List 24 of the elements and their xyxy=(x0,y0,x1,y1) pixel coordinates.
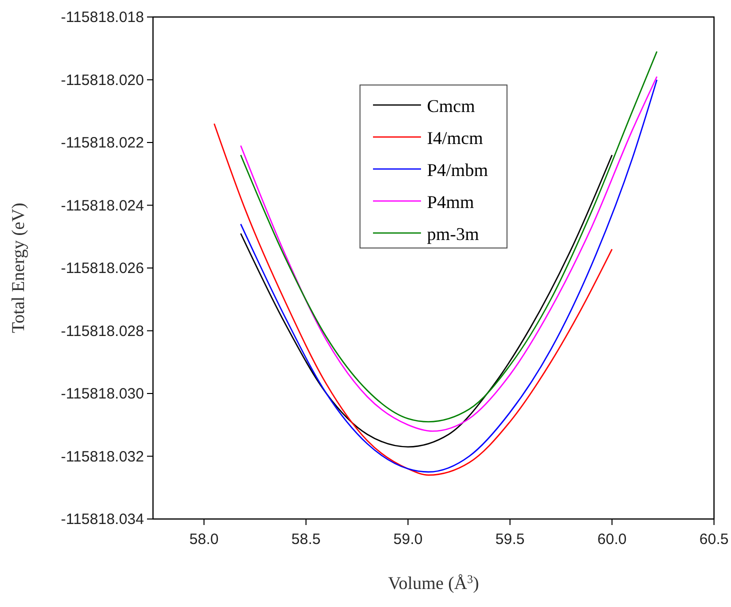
x-tick-label: 59.0 xyxy=(393,531,423,548)
y-tick-label: -115818.032 xyxy=(60,448,144,466)
y-axis-title: Total Energy (eV) xyxy=(8,202,28,334)
x-tick-label: 59.5 xyxy=(495,531,525,548)
line-series xyxy=(240,154,613,448)
y-tick-label: -115818.024 xyxy=(60,197,144,214)
line-series xyxy=(214,123,613,476)
legend-label: P4mm xyxy=(427,192,474,212)
y-tick-label: -115818.034 xyxy=(60,511,144,528)
y-tick-label: -115818.020 xyxy=(60,72,144,89)
x-tick-label: 58.5 xyxy=(291,531,321,548)
y-tick-label: -115818.022 xyxy=(60,134,144,152)
x-tick-label: 60.5 xyxy=(699,531,729,548)
y-tick-label: -115818.028 xyxy=(60,322,144,340)
y-tick-label: -115818.026 xyxy=(60,260,144,277)
x-tick-label: 58.0 xyxy=(189,531,219,548)
legend-label: Cmcm xyxy=(427,96,475,116)
y-tick-label: -115818.030 xyxy=(60,386,144,402)
x-axis-title: Volume (Å$^{3}$) xyxy=(388,572,480,593)
legend-label: pm-3m xyxy=(427,224,479,244)
x-tick-label: 60.0 xyxy=(597,531,627,548)
legend-label: P4/mbm xyxy=(427,160,488,180)
legend-label: I4/mcm xyxy=(427,128,483,148)
y-tick-label: -115818.018 xyxy=(60,9,144,26)
